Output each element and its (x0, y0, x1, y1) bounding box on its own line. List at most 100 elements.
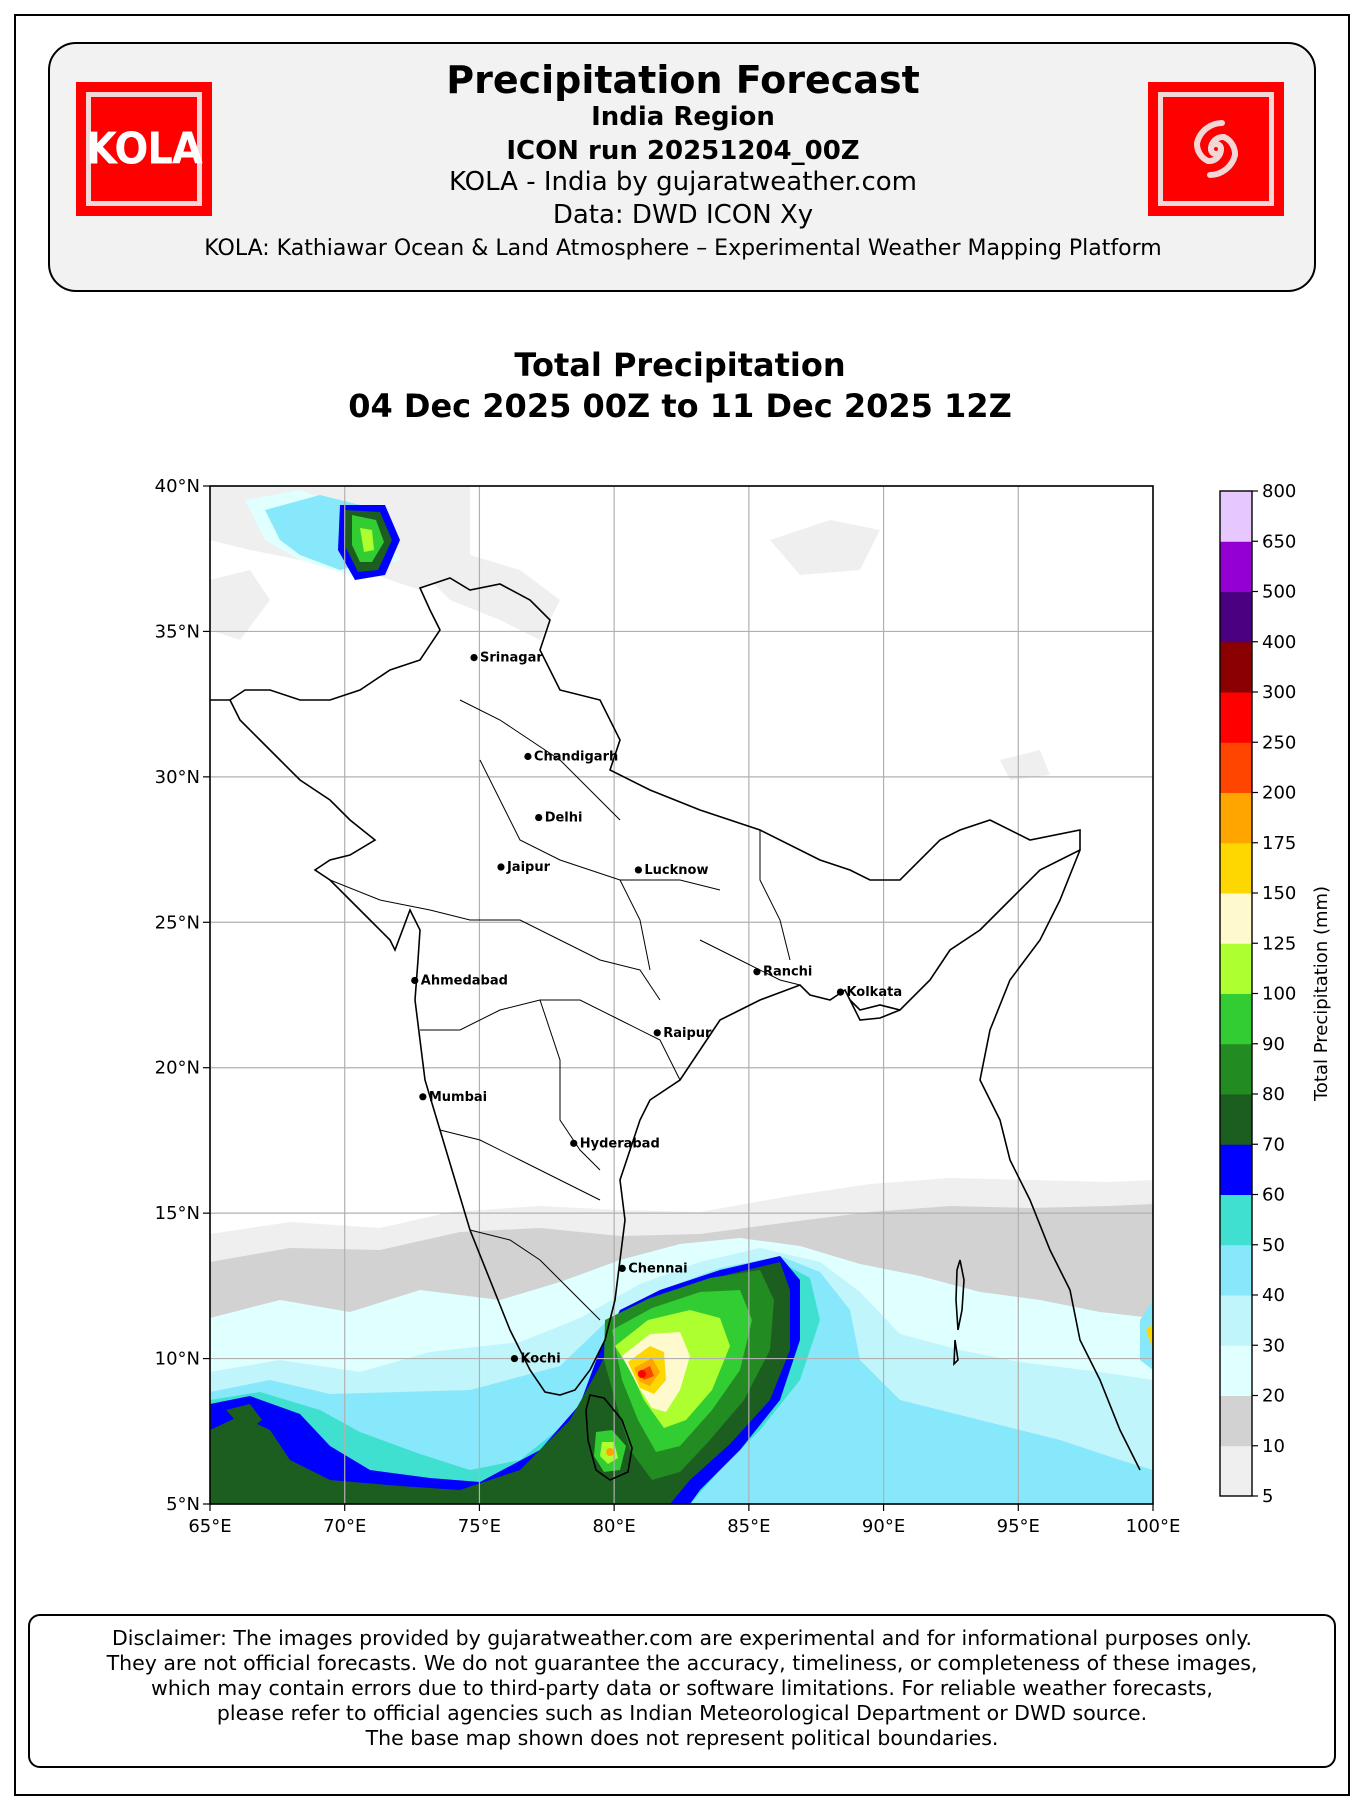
colorbar-tick-label: 650 (1262, 531, 1296, 552)
colorbar-swatch (1220, 1094, 1252, 1145)
city-label: Delhi (545, 811, 583, 826)
city-markers: Srinagar Chandigarh Delhi Jaipur Lucknow Ranc… (411, 651, 902, 1367)
colorbar-swatch (1220, 641, 1252, 693)
lon-tick-label: 100°E (1126, 1516, 1181, 1537)
figure-frame (14, 14, 1350, 1796)
kola-logo: KOLA (76, 82, 212, 216)
colorbar-swatch (1220, 1144, 1252, 1195)
colorbar-tick-label: 300 (1262, 682, 1296, 703)
lat-tick-label: 35°N (155, 621, 200, 642)
city-dot (419, 1093, 427, 1101)
map-title: Total Precipitation (514, 346, 846, 384)
colorbar-tick-label: 125 (1262, 933, 1296, 954)
header-data-source: Data: DWD ICON Xy (552, 200, 814, 230)
colorbar-tick-label: 30 (1262, 1335, 1285, 1356)
city-dot (836, 988, 845, 996)
disclaimer-line: please refer to official agencies such a… (216, 1701, 1148, 1725)
colorbar-swatch (1220, 1244, 1252, 1296)
lat-tick-label: 10°N (155, 1349, 200, 1370)
colorbar-swatch (1220, 943, 1252, 994)
colorbar-tick-label: 200 (1262, 783, 1296, 804)
header-panel (48, 42, 1316, 292)
city-dot (634, 866, 642, 874)
header-site: KOLA - India by gujaratweather.com (448, 167, 917, 197)
city-dot (535, 813, 543, 822)
header-run: ICON run 20251204_00Z (506, 136, 860, 166)
disclaimer-line: which may contain errors due to third-pa… (151, 1676, 1213, 1700)
colorbar-swatch (1220, 742, 1252, 793)
colorbar-tick-label: 250 (1262, 732, 1296, 753)
city-label: Raipur (663, 1026, 712, 1041)
colorbar-tick-label: 90 (1262, 1034, 1285, 1055)
colorbar-swatch (1220, 1345, 1252, 1396)
lon-tick-label: 65°E (188, 1516, 231, 1537)
map-period: 04 Dec 2025 00Z to 11 Dec 2025 12Z (348, 387, 1012, 425)
lat-tick-label: 15°N (155, 1203, 200, 1224)
colorbar-swatch (1220, 591, 1252, 643)
colorbar-tick-label: 20 (1262, 1386, 1285, 1407)
lat-tick-label: 25°N (155, 912, 200, 933)
map-axis-ticks: 65°E 70°E 75°E 80°E 85°E 90°E 95°E 100°E 5°N 10°N… (155, 476, 1181, 1537)
header-platform: KOLA: Kathiawar Ocean & Land Atmosphere … (204, 236, 1162, 261)
city-dot (524, 752, 532, 761)
lon-tick-label: 70°E (323, 1516, 366, 1537)
lon-tick-label: 80°E (593, 1516, 636, 1537)
kola-logo-text: KOLA (86, 123, 203, 175)
city-label: Chandigarh (534, 749, 618, 764)
lat-tick-label: 40°N (155, 476, 200, 497)
city-dot (510, 1354, 519, 1363)
colorbar-tick-label: 800 (1262, 481, 1296, 502)
cyclone-spiral-icon (1148, 82, 1284, 216)
colorbar-swatch (1220, 1295, 1252, 1346)
lon-tick-label: 75°E (458, 1516, 501, 1537)
state-boundaries (329, 699, 801, 1321)
precipitation-field (210, 486, 1153, 1504)
colorbar-tick-label: 150 (1262, 883, 1296, 904)
city-dot (653, 1029, 661, 1037)
city-label: Kolkata (846, 985, 902, 1000)
cyclone-spiral-icon (1194, 120, 1238, 178)
city-dot (497, 863, 505, 871)
colorbar-swatch (1220, 1445, 1252, 1497)
colorbar-tick-label: 5 (1262, 1486, 1273, 1507)
lon-tick-label: 90°E (862, 1516, 905, 1537)
lon-tick-label: 85°E (727, 1516, 770, 1537)
header-title: Precipitation Forecast (446, 58, 920, 102)
city-label: Hyderabad (580, 1136, 660, 1151)
city-label: Jaipur (506, 860, 551, 875)
colorbar-tick-label: 175 (1262, 833, 1296, 854)
city-dot (411, 976, 419, 985)
colorbar-label: Total Precipitation (mm) (1311, 886, 1332, 1102)
country-outline (210, 577, 1141, 1481)
disclaimer-line: The base map shown does not represent po… (365, 1726, 999, 1750)
map-border (209, 485, 1154, 1505)
city-label: Kochi (520, 1352, 560, 1367)
colorbar-tick-label: 400 (1262, 632, 1296, 653)
lon-tick-label: 95°E (997, 1516, 1040, 1537)
colorbar-swatch (1220, 1043, 1252, 1095)
colorbar-swatch (1220, 541, 1252, 592)
colorbar-swatch (1220, 1194, 1252, 1246)
colorbar: 5 10 20 30 40 50 60 70 80 90 100 125 150 175 200 250 300… (1219, 481, 1332, 1507)
colorbar-swatch (1220, 491, 1252, 542)
colorbar-swatch (1220, 792, 1252, 844)
colorbar-tick-label: 500 (1262, 582, 1296, 603)
colorbar-swatch (1220, 692, 1252, 743)
colorbar-tick-label: 40 (1262, 1285, 1285, 1306)
colorbar-swatch (1220, 893, 1252, 944)
city-label: Mumbai (429, 1090, 487, 1105)
city-label: Ranchi (763, 965, 812, 980)
colorbar-tick-label: 10 (1262, 1436, 1285, 1457)
colorbar-swatch (1220, 993, 1252, 1045)
lat-tick-label: 20°N (155, 1058, 200, 1079)
colorbar-tick-label: 60 (1262, 1185, 1285, 1206)
header-region: India Region (591, 102, 775, 132)
colorbar-swatch (1220, 1395, 1252, 1447)
colorbar-tick-label: 100 (1262, 984, 1296, 1005)
disclaimer-line: Disclaimer: The images provided by gujar… (111, 1626, 1253, 1650)
colorbar-swatch (1220, 842, 1252, 894)
disclaimer-line: They are not official forecasts. We do n… (106, 1651, 1258, 1675)
disclaimer-box: Disclaimer: The images provided by gujar… (28, 1614, 1336, 1768)
city-label: Srinagar (480, 651, 543, 666)
city-label: Chennai (628, 1261, 687, 1276)
